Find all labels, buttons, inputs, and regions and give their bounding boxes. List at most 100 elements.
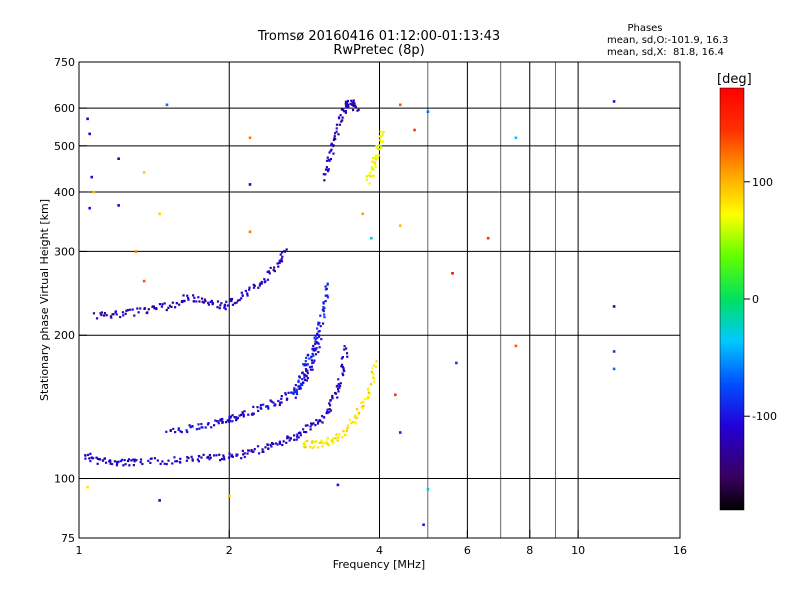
- echo-point: [346, 103, 349, 106]
- echo-point: [109, 460, 112, 463]
- echo-point: [278, 261, 281, 265]
- echo-point: [329, 157, 333, 161]
- echo-point: [295, 392, 299, 396]
- echo-point: [279, 401, 282, 404]
- echo-point: [612, 100, 616, 103]
- echo-point: [305, 374, 308, 377]
- echo-point: [285, 441, 288, 444]
- echo-point: [165, 308, 168, 312]
- echo-point: [158, 212, 161, 216]
- echo-point: [108, 460, 111, 463]
- echo-point: [317, 330, 320, 333]
- echo-point: [367, 391, 371, 394]
- echo-point: [306, 371, 309, 375]
- echo-point: [514, 344, 518, 348]
- echo-point: [311, 348, 314, 351]
- echo-point: [152, 305, 155, 308]
- x-tick-label: 8: [526, 544, 533, 557]
- echo-point: [341, 372, 344, 375]
- echo-point: [139, 307, 142, 310]
- echo-point: [281, 443, 284, 447]
- echo-point: [197, 423, 200, 426]
- echo-point: [224, 421, 228, 424]
- echo-point: [211, 302, 214, 305]
- echo-point: [219, 419, 222, 422]
- echo-point: [373, 161, 376, 164]
- echo-point: [277, 265, 280, 268]
- echo-point: [99, 458, 102, 461]
- echo-point: [229, 298, 232, 301]
- echo-point: [171, 301, 174, 304]
- stats-heading: Phases: [627, 23, 662, 34]
- echo-point: [113, 460, 116, 463]
- echo-point: [165, 430, 168, 433]
- echo-point: [280, 397, 283, 401]
- echo-point: [217, 422, 220, 425]
- echo-point: [311, 440, 314, 443]
- echo-point: [322, 301, 325, 304]
- echo-point: [256, 406, 259, 409]
- echo-point: [375, 360, 378, 363]
- echo-point: [372, 373, 375, 376]
- echo-point: [282, 440, 285, 443]
- echo-point: [340, 365, 343, 368]
- echo-point: [351, 420, 355, 424]
- echo-point: [351, 102, 354, 105]
- echo-point: [270, 441, 274, 445]
- echo-point: [318, 329, 321, 333]
- echo-point: [346, 99, 350, 103]
- echo-point: [167, 459, 170, 462]
- echo-point: [292, 391, 295, 394]
- echo-point: [292, 392, 295, 395]
- echo-point: [353, 416, 357, 419]
- echo-point: [340, 120, 343, 123]
- echo-point: [337, 383, 340, 386]
- echo-point: [332, 437, 335, 440]
- echo-point: [293, 434, 296, 437]
- echo-point: [357, 108, 360, 111]
- echo-point: [248, 286, 251, 289]
- echo-point: [250, 450, 253, 453]
- echo-point: [373, 156, 376, 159]
- echo-point: [248, 230, 252, 234]
- echo-point: [327, 158, 331, 162]
- echo-point: [177, 428, 180, 431]
- echo-point: [192, 300, 195, 303]
- echo-point: [186, 430, 189, 434]
- echo-point: [374, 163, 377, 166]
- echo-point: [326, 408, 329, 411]
- echo-point: [267, 447, 270, 451]
- echo-point: [84, 457, 87, 460]
- echo-point: [328, 402, 331, 405]
- colorbar-label: [deg]: [717, 72, 752, 87]
- echo-point: [378, 135, 381, 138]
- echo-point: [132, 464, 136, 467]
- echo-point: [259, 282, 262, 285]
- colorbar-tick-label: 100: [752, 176, 773, 189]
- echo-point: [322, 322, 325, 325]
- echo-point: [324, 285, 327, 288]
- echo-point: [272, 401, 275, 404]
- echo-point: [272, 268, 275, 272]
- echo-point: [185, 429, 188, 432]
- echo-point: [345, 347, 348, 350]
- x-axis-ticks: 1 2 4 6 8 10 16: [76, 530, 687, 557]
- echo-point: [222, 456, 226, 459]
- echo-point: [295, 388, 298, 391]
- echo-point: [344, 102, 347, 105]
- echo-point: [248, 136, 252, 140]
- echo-point: [326, 296, 330, 299]
- echo-point: [372, 168, 375, 171]
- echo-point: [362, 400, 365, 403]
- echo-point: [190, 455, 193, 458]
- x-tick-label: 4: [376, 544, 383, 557]
- echo-point: [346, 355, 349, 358]
- echo-point: [201, 426, 204, 429]
- echo-point: [158, 303, 162, 306]
- echo-point: [313, 445, 316, 448]
- echo-point: [124, 312, 127, 315]
- echo-point: [251, 413, 254, 416]
- echo-point: [325, 287, 328, 290]
- echo-point: [343, 348, 346, 351]
- echo-point: [131, 308, 134, 311]
